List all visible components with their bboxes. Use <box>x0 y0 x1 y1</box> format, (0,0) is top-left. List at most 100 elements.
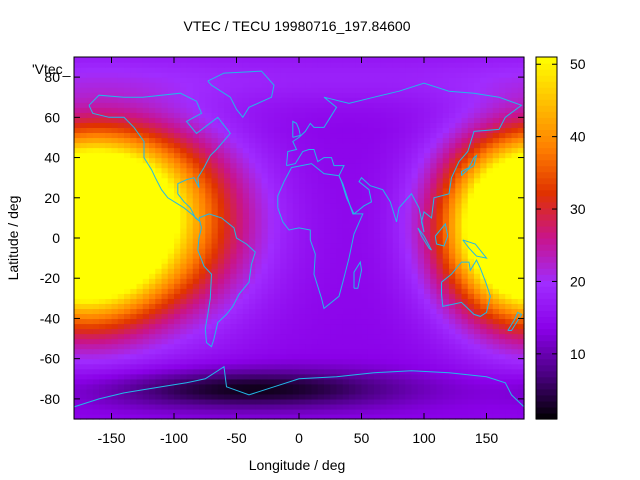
heatmap-cell <box>292 388 300 395</box>
heatmap-cell <box>305 82 313 88</box>
heatmap-cell <box>299 388 306 395</box>
heatmap-cell <box>130 273 138 279</box>
heatmap-cell <box>436 82 444 88</box>
heatmap-cell <box>111 278 119 284</box>
heatmap-cell <box>136 363 144 370</box>
heatmap-cell <box>180 142 188 149</box>
heatmap-cell <box>424 393 431 400</box>
heatmap-cell <box>130 172 138 179</box>
heatmap-cell <box>230 353 238 360</box>
heatmap-cell <box>392 358 400 365</box>
heatmap-cell <box>99 318 106 325</box>
heatmap-cell <box>211 167 219 174</box>
heatmap-cell <box>305 102 313 108</box>
heatmap-cell <box>424 348 431 355</box>
heatmap-cell <box>236 273 244 279</box>
heatmap-cell <box>136 378 144 385</box>
heatmap-cell <box>99 278 106 284</box>
heatmap-cell <box>105 137 113 144</box>
heatmap-cell <box>142 248 150 254</box>
heatmap-cell <box>99 368 106 375</box>
heatmap-cell <box>80 102 88 108</box>
heatmap-cell <box>386 222 394 229</box>
heatmap-cell <box>399 373 406 380</box>
heatmap-cell <box>86 177 94 184</box>
heatmap-cell <box>142 192 150 199</box>
heatmap-cell <box>149 298 156 304</box>
heatmap-cell <box>274 308 281 315</box>
heatmap-cell <box>399 127 406 134</box>
heatmap-cell <box>230 92 238 98</box>
heatmap-cell <box>324 323 331 330</box>
heatmap-cell <box>117 298 125 304</box>
heatmap-cell <box>517 227 525 234</box>
heatmap-cell <box>286 187 294 194</box>
heatmap-cell <box>367 348 375 355</box>
heatmap-cell <box>417 92 425 98</box>
heatmap-cell <box>236 308 244 315</box>
heatmap-cell <box>505 177 513 184</box>
heatmap-cell <box>386 102 394 108</box>
heatmap-cell <box>480 162 488 169</box>
heatmap-cell <box>499 107 506 113</box>
heatmap-cell <box>130 353 138 360</box>
heatmap-cell <box>136 253 144 259</box>
heatmap-cell <box>499 353 506 360</box>
heatmap-cell <box>280 122 288 128</box>
heatmap-cell <box>174 413 181 420</box>
heatmap-cell <box>111 243 119 249</box>
heatmap-cell <box>286 142 294 149</box>
heatmap-cell <box>274 167 281 174</box>
heatmap-cell <box>330 167 338 174</box>
heatmap-cell <box>92 288 100 294</box>
heatmap-cell <box>280 343 288 350</box>
heatmap-cell <box>167 87 175 93</box>
heatmap-cell <box>236 182 244 189</box>
heatmap-cell <box>424 333 431 340</box>
heatmap-cell <box>249 117 256 123</box>
heatmap-cell <box>267 268 275 274</box>
heatmap-cell <box>99 383 106 390</box>
heatmap-cell <box>249 122 256 128</box>
heatmap-cell <box>242 222 250 229</box>
heatmap-cell <box>261 172 269 179</box>
heatmap-cell <box>261 408 269 415</box>
heatmap-cell <box>411 107 419 113</box>
heatmap-cell <box>430 348 438 355</box>
heatmap-cell <box>267 288 275 294</box>
heatmap-cell <box>180 293 188 299</box>
heatmap-cell <box>436 212 444 219</box>
heatmap-cell <box>349 212 356 219</box>
heatmap-cell <box>280 202 288 209</box>
heatmap-cell <box>455 288 463 294</box>
heatmap-cell <box>424 132 431 139</box>
heatmap-cell <box>424 182 431 189</box>
heatmap-cell <box>486 263 494 269</box>
heatmap-cell <box>505 273 513 279</box>
heatmap-cell <box>499 232 506 239</box>
heatmap-cell <box>417 187 425 194</box>
heatmap-cell <box>217 102 225 108</box>
heatmap-cell <box>105 157 113 164</box>
heatmap-cell <box>361 378 369 385</box>
heatmap-cell <box>374 403 381 410</box>
heatmap-cell <box>99 212 106 219</box>
heatmap-cell <box>380 358 388 365</box>
heatmap-cell <box>411 122 419 128</box>
heatmap-cell <box>105 72 113 78</box>
heatmap-cell <box>92 403 100 410</box>
heatmap-cell <box>217 363 225 370</box>
heatmap-cell <box>80 248 88 254</box>
heatmap-cell <box>324 72 331 78</box>
heatmap-cell <box>330 122 338 128</box>
heatmap-cell <box>86 283 94 289</box>
heatmap-cell <box>130 413 138 420</box>
heatmap-cell <box>211 303 219 309</box>
heatmap-cell <box>192 187 200 194</box>
heatmap-cell <box>430 373 438 380</box>
heatmap-cell <box>517 182 525 189</box>
heatmap-cell <box>392 283 400 289</box>
heatmap-cell <box>217 243 225 249</box>
heatmap-cell <box>267 353 275 360</box>
heatmap-cell <box>361 162 369 169</box>
